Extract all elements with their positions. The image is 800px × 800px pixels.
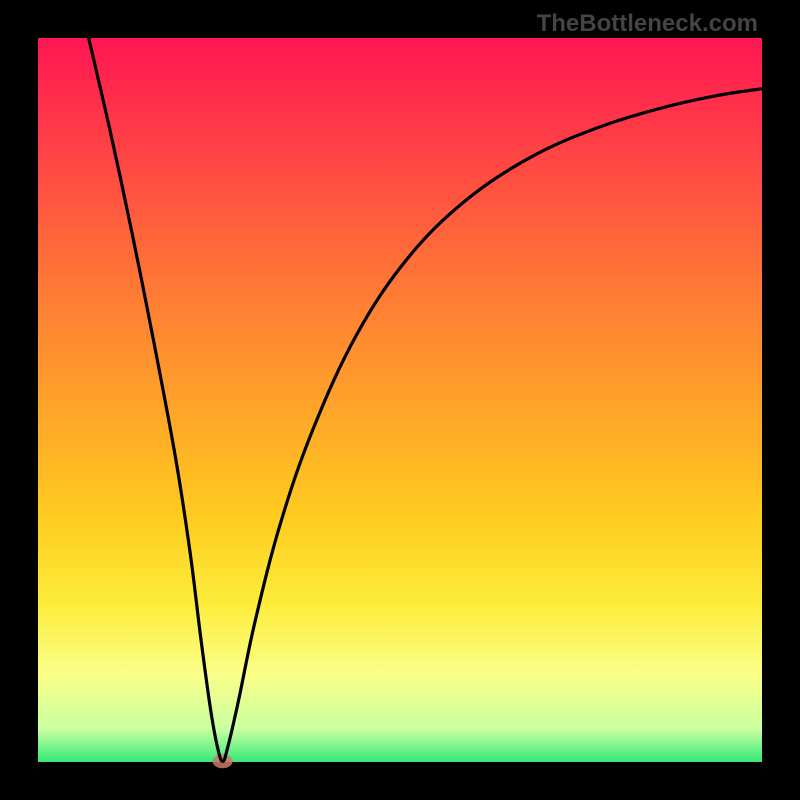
watermark-text: TheBottleneck.com xyxy=(537,10,758,38)
chart-frame: TheBottleneck.com xyxy=(0,0,800,800)
plot-area xyxy=(38,38,762,762)
